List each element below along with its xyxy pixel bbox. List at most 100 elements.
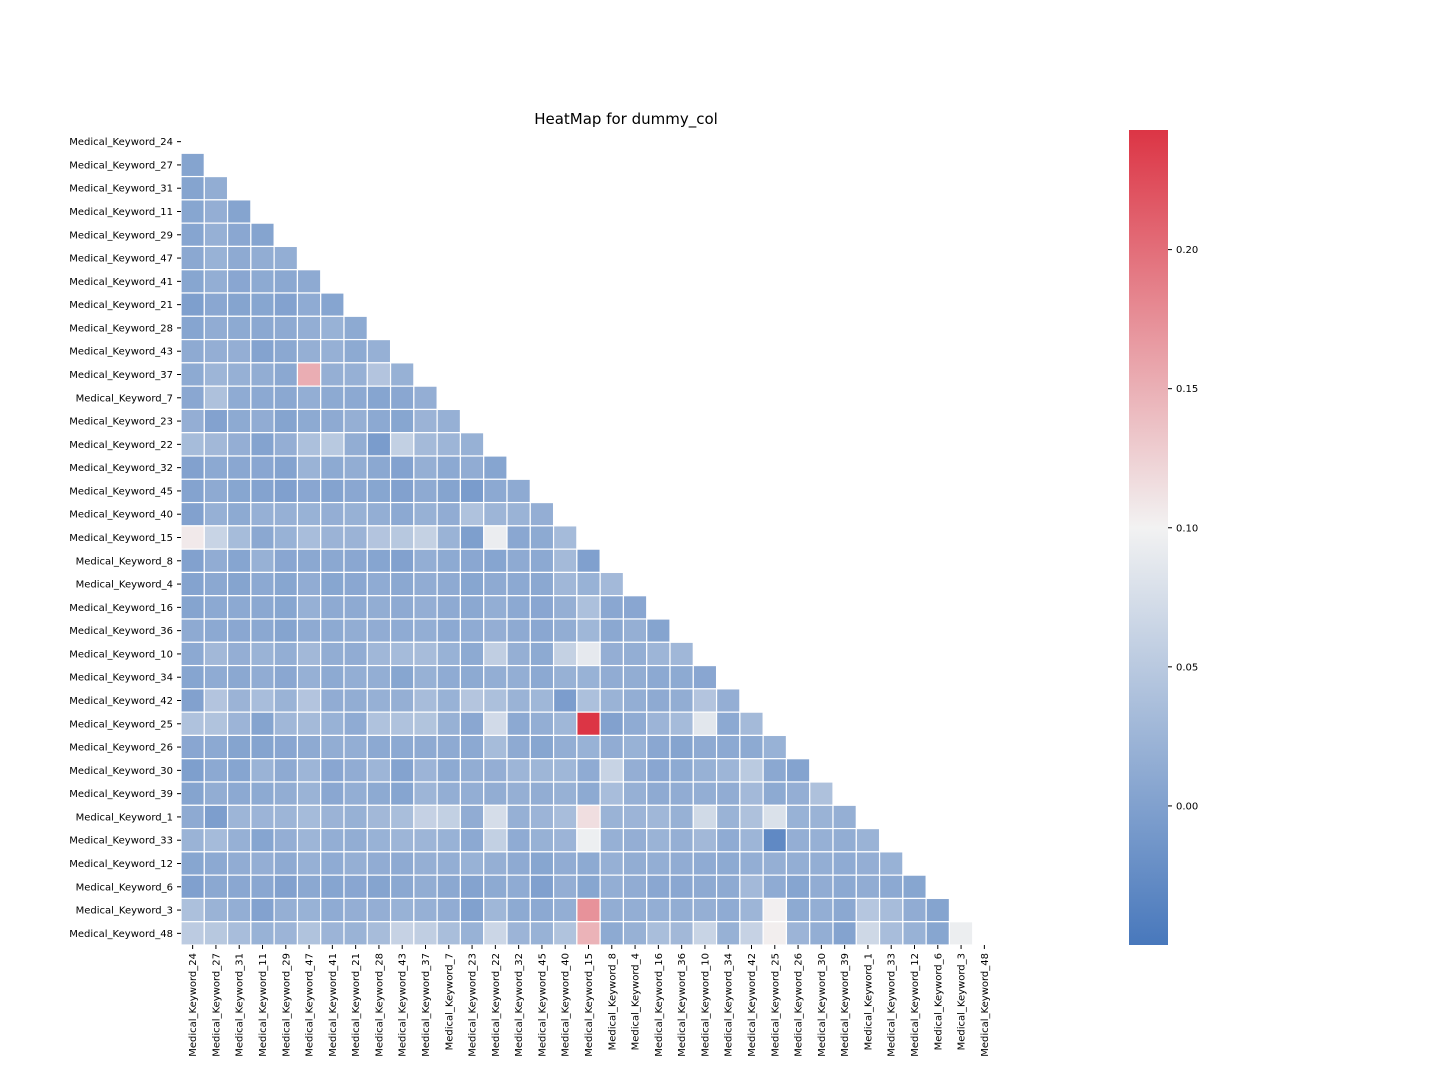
- heatmap-cell: [483, 851, 508, 876]
- heatmap-cell: [180, 711, 205, 737]
- heatmap-cell: [855, 827, 881, 853]
- y-tick-label: Medical_Keyword_24: [69, 137, 173, 148]
- heatmap-cell: [646, 711, 671, 737]
- heatmap-cell: [576, 571, 601, 597]
- heatmap-cell: [529, 571, 555, 597]
- heatmap-cell: [273, 758, 299, 783]
- heatmap-cell: [622, 641, 648, 667]
- heatmap-cell: [180, 245, 205, 271]
- heatmap-cell: [692, 781, 718, 806]
- heatmap-cell: [320, 595, 345, 620]
- heatmap-cell: [459, 571, 485, 597]
- heatmap-cell: [203, 874, 229, 900]
- heatmap-cell: [413, 804, 438, 830]
- heatmap-cell: [366, 385, 392, 411]
- y-tick-label: Medical_Keyword_42: [69, 696, 173, 707]
- heatmap-cell: [552, 595, 578, 620]
- x-tick-label: Medical_Keyword_15: [584, 953, 595, 1057]
- heatmap-cell: [273, 827, 299, 853]
- heatmap-cell: [203, 269, 229, 294]
- heatmap-cell: [599, 711, 625, 737]
- heatmap-cell: [226, 781, 252, 806]
- heatmap-cell: [250, 827, 275, 853]
- heatmap-cell: [226, 245, 252, 271]
- heatmap-cell: [855, 851, 881, 876]
- heatmap-cell: [180, 548, 205, 574]
- heatmap-cell: [320, 781, 345, 806]
- heatmap-cell: [203, 455, 229, 480]
- heatmap-cell: [762, 827, 788, 853]
- heatmap-cell: [413, 641, 438, 667]
- heatmap-cell: [273, 781, 299, 806]
- heatmap-cell: [226, 222, 252, 248]
- heatmap-cell: [203, 175, 229, 201]
- heatmap-cell: [506, 525, 531, 550]
- heatmap-cell: [459, 851, 485, 876]
- heatmap-cell: [809, 781, 834, 806]
- heatmap-cell: [389, 408, 415, 434]
- heatmap-cell: [273, 548, 299, 574]
- heatmap-cell: [366, 362, 392, 387]
- heatmap-cell: [622, 595, 648, 620]
- heatmap-cell: [226, 734, 252, 760]
- heatmap-cell: [180, 688, 205, 713]
- heatmap-cell: [529, 827, 555, 853]
- heatmap-cell: [669, 734, 694, 760]
- x-tick-label: Medical_Keyword_11: [258, 953, 269, 1057]
- heatmap-cell: [413, 548, 438, 574]
- heatmap-cell: [180, 641, 205, 667]
- heatmap-cell: [389, 501, 415, 527]
- heatmap-cell: [343, 501, 368, 527]
- x-tick-label: Medical_Keyword_24: [188, 953, 199, 1057]
- y-tick-label: Medical_Keyword_1: [76, 812, 173, 823]
- y-tick-label: Medical_Keyword_7: [76, 393, 173, 404]
- y-tick-label: Medical_Keyword_33: [69, 836, 173, 847]
- heatmap-cell: [785, 781, 811, 806]
- heatmap-cell: [320, 758, 345, 783]
- heatmap-cell: [506, 595, 531, 620]
- y-tick-label: Medical_Keyword_31: [69, 184, 173, 195]
- heatmap-cell: [226, 595, 252, 620]
- heatmap-cell: [180, 222, 205, 248]
- heatmap-cell: [739, 758, 764, 783]
- heatmap-cell: [669, 758, 694, 783]
- heatmap-cell: [366, 455, 392, 480]
- x-axis-labels: Medical_Keyword_24 Medical_Keyword_27 Medi…: [188, 945, 991, 1057]
- heatmap-cell: [296, 362, 322, 387]
- heatmap-cell: [715, 688, 741, 713]
- heatmap-cell: [226, 874, 252, 900]
- heatmap-cell: [436, 921, 462, 946]
- heatmap-cell: [343, 641, 368, 667]
- heatmap-cell: [413, 501, 438, 527]
- heatmap-cell: [296, 758, 322, 783]
- heatmap-cell: [180, 385, 205, 411]
- heatmap-cell: [739, 921, 764, 946]
- heatmap-cell: [878, 921, 904, 946]
- y-tick-label: Medical_Keyword_29: [69, 230, 173, 241]
- x-tick-label: Medical_Keyword_34: [724, 953, 735, 1057]
- heatmap-cell: [389, 688, 415, 713]
- heatmap-cell: [320, 711, 345, 737]
- heatmap-cell: [296, 432, 322, 457]
- heatmap-cell: [366, 641, 392, 667]
- heatmap-cell: [483, 501, 508, 527]
- heatmap-cell: [180, 501, 205, 527]
- heatmap-cell: [459, 525, 485, 550]
- heatmap-cell: [436, 455, 462, 480]
- heatmap-cell: [622, 827, 648, 853]
- heatmap-cell: [762, 874, 788, 900]
- heatmap-cell: [739, 851, 764, 876]
- x-tick-label: Medical_Keyword_37: [421, 953, 432, 1057]
- heatmap-cell: [273, 292, 299, 317]
- heatmap-cell: [250, 315, 275, 341]
- x-tick-label: Medical_Keyword_32: [514, 953, 525, 1057]
- x-tick-label: Medical_Keyword_29: [281, 953, 292, 1057]
- heatmap-cell: [226, 851, 252, 876]
- heatmap-cell: [669, 897, 694, 923]
- heatmap-cell: [343, 664, 368, 690]
- heatmap-cell: [436, 804, 462, 830]
- heatmap-cell: [203, 571, 229, 597]
- y-tick-label: Medical_Keyword_36: [69, 626, 173, 637]
- heatmap-cell: [925, 897, 951, 923]
- heatmap-cell: [646, 734, 671, 760]
